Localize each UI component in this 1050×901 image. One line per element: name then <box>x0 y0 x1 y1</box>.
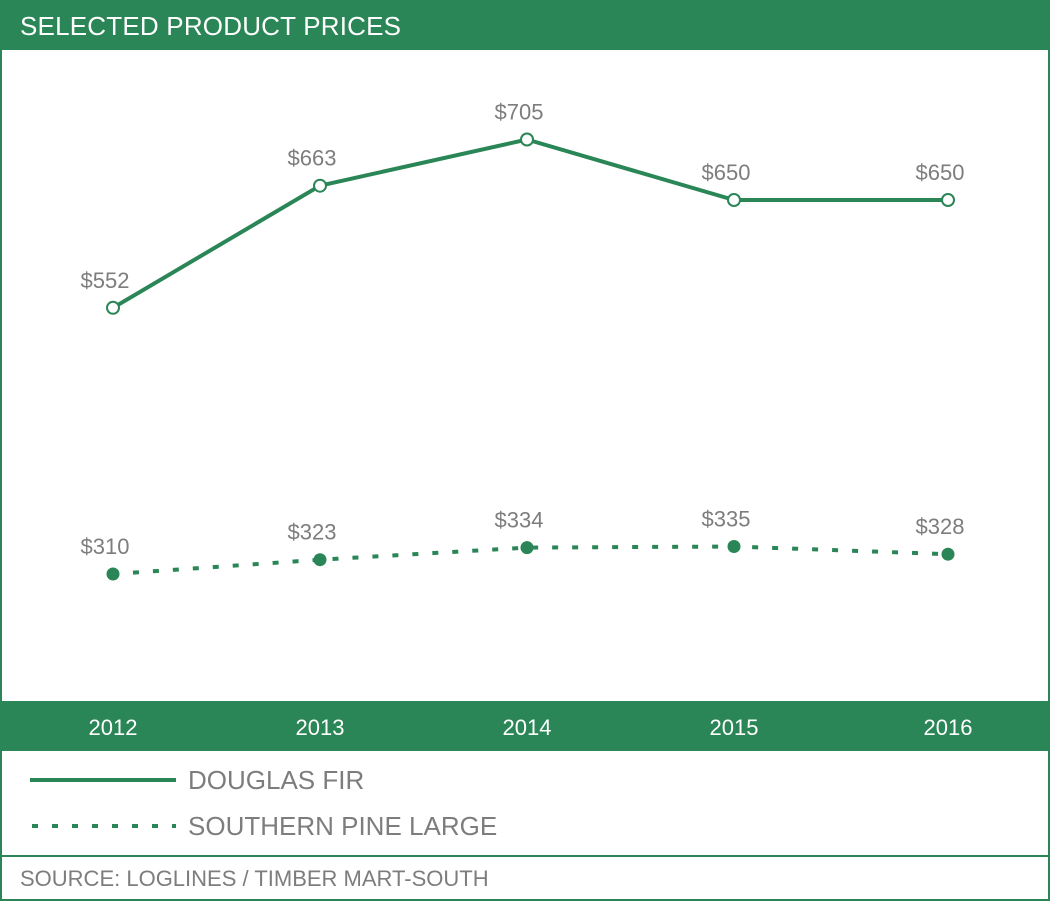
data-point <box>106 300 120 315</box>
legend: DOUGLAS FIR SOUTHERN PINE LARGE <box>2 751 1048 855</box>
data-point <box>727 540 741 553</box>
x-tick-label: 2013 <box>295 715 345 740</box>
data-label: $310 <box>81 534 130 559</box>
data-point <box>313 553 327 567</box>
data-label: $650 <box>702 160 751 185</box>
data-point <box>313 178 327 193</box>
x-axis-bar: 2012 2013 2014 2015 2016 <box>2 701 1048 751</box>
legend-item-southern-pine-large: SOUTHERN PINE LARGE <box>30 809 497 843</box>
legend-item-douglas-fir: DOUGLAS FIR <box>30 763 364 797</box>
data-label: $328 <box>916 514 965 539</box>
data-label: $334 <box>495 508 544 533</box>
data-label: $705 <box>495 100 544 125</box>
source-note: SOURCE: LOGLINES / TIMBER MART-SOUTH <box>2 855 1048 899</box>
data-point <box>520 132 534 147</box>
data-point <box>727 193 741 207</box>
data-point <box>106 567 120 581</box>
data-point <box>941 193 955 207</box>
data-label: $335 <box>702 507 751 532</box>
plot-area: $552 $663 $705 $650 $650 $310 $323 $334 $335 $328 <box>81 100 965 581</box>
chart-title: SELECTED PRODUCT PRICES <box>2 2 1048 50</box>
legend-solid-line-swatch <box>30 778 176 782</box>
data-label: $323 <box>288 520 337 545</box>
data-label: $650 <box>916 160 965 185</box>
x-tick-label: 2014 <box>502 715 552 740</box>
data-point <box>941 547 955 561</box>
data-point <box>520 541 534 555</box>
series-line-douglas-fir <box>111 137 948 310</box>
data-label: $663 <box>288 146 337 171</box>
x-tick-label: 2012 <box>88 715 138 740</box>
legend-label: SOUTHERN PINE LARGE <box>188 810 498 841</box>
x-tick-label: 2015 <box>709 715 759 740</box>
legend-label: DOUGLAS FIR <box>188 764 365 795</box>
legend-dotted-line-swatch <box>32 824 176 828</box>
x-tick-label: 2016 <box>923 715 973 740</box>
data-label: $552 <box>81 268 130 293</box>
